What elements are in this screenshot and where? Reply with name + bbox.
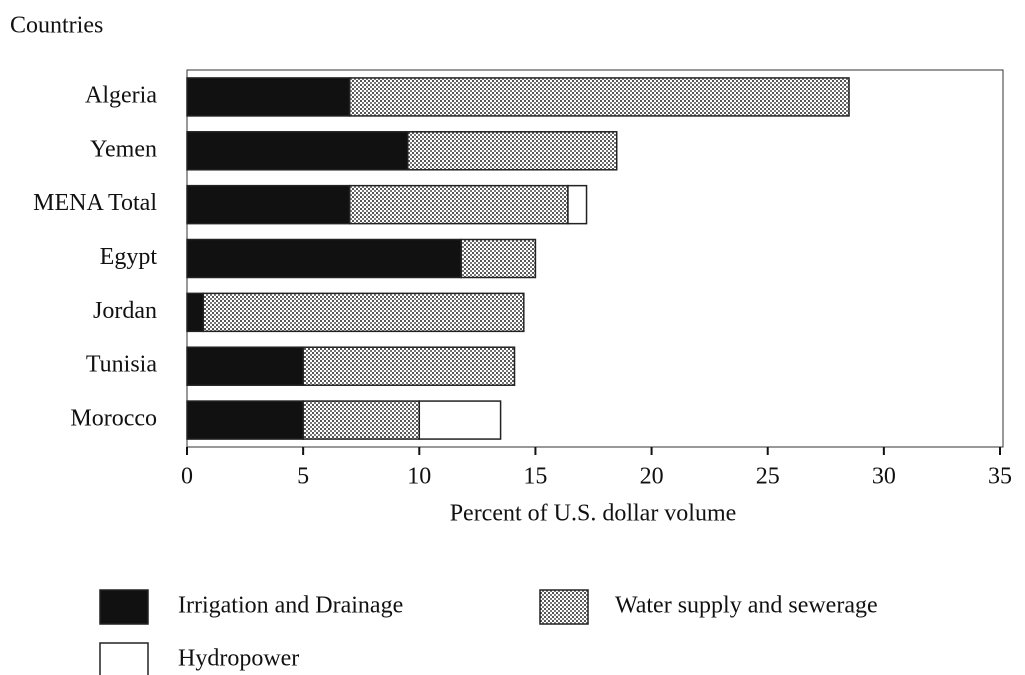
bar-segment <box>186 238 462 279</box>
y-tick-label: Yemen <box>90 136 157 162</box>
legend-swatch <box>99 589 149 625</box>
bar-segment <box>302 346 516 386</box>
x-axis-label: Percent of U.S. dollar volume <box>450 501 737 527</box>
bar-segment <box>186 77 351 117</box>
x-tick-label: 35 <box>988 464 1012 490</box>
legend-label: Water supply and sewerage <box>615 593 878 619</box>
bar-segment <box>186 292 205 333</box>
y-tick-label: MENA Total <box>33 190 157 216</box>
bar-segment <box>302 400 421 440</box>
bar-segment <box>186 346 304 386</box>
bar-segment <box>202 292 525 333</box>
y-axis-label: Countries <box>10 13 103 39</box>
bar-segment <box>186 131 409 171</box>
bar-segment <box>186 400 304 440</box>
x-tick-label: 5 <box>297 464 309 490</box>
bar-segment <box>567 184 588 225</box>
x-tick-label: 0 <box>181 464 193 490</box>
legend-swatch <box>539 589 589 625</box>
x-tick-label: 20 <box>640 464 664 490</box>
legend-label: Irrigation and Drainage <box>178 593 403 619</box>
x-tick-label: 25 <box>756 464 780 490</box>
bar-segment <box>348 77 850 117</box>
y-tick-label: Tunisia <box>86 352 157 378</box>
y-tick-label: Morocco <box>70 406 157 432</box>
bar-segment <box>460 238 537 279</box>
bar-segment <box>418 400 502 440</box>
bar-segment <box>348 184 569 225</box>
x-tick-label: 15 <box>523 464 547 490</box>
x-tick-label: 30 <box>872 464 896 490</box>
y-tick-label: Algeria <box>85 82 157 108</box>
legend-swatch <box>99 642 149 675</box>
y-tick-label: Jordan <box>93 298 157 324</box>
x-tick-label: 10 <box>407 464 431 490</box>
bar-segment <box>186 184 351 225</box>
y-tick-label: Egypt <box>100 244 158 270</box>
legend-label: Hydropower <box>178 646 299 672</box>
bar-segment <box>406 131 618 171</box>
